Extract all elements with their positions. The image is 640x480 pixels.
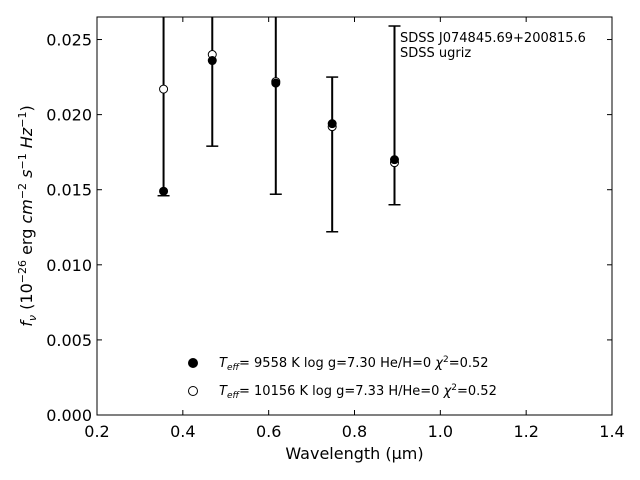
- y-axis: 0.000 0.005 0.010 0.015 0.020 0.025: [46, 31, 612, 425]
- y-tick-label: 0.015: [46, 181, 92, 200]
- y-tick-label: 0.025: [46, 31, 92, 50]
- photometry-annotation: SDSS ugriz: [400, 46, 471, 61]
- x-tick-label: 0.4: [170, 422, 195, 441]
- error-bars: [157, 17, 401, 233]
- y-axis-title: fν (10−26 erg cm−2 s−1 Hz−1): [16, 105, 39, 326]
- model-point-filled: [389, 155, 399, 165]
- x-axis: 0.2 0.4 0.6 0.8 1.0 1.2 1.4: [84, 17, 625, 441]
- legend-label-db-model: Teff= 10156 K log g=7.33 H/He=0 χ2=0.52: [219, 383, 497, 401]
- x-tick-label: 1.4: [599, 422, 624, 441]
- legend: Teff= 9558 K log g=7.30 He/H=0 χ2=0.52 T…: [188, 355, 497, 401]
- legend-marker-filled: [188, 358, 198, 368]
- x-axis-title: Wavelength (μm): [285, 444, 423, 463]
- model-point-filled: [327, 119, 337, 129]
- y-tick-label: 0.000: [46, 406, 92, 425]
- object-name-annotation: SDSS J074845.69+200815.6: [400, 31, 586, 46]
- data-points: [159, 50, 399, 196]
- x-tick-label: 0.8: [342, 422, 367, 441]
- x-tick-label: 0.2: [84, 422, 109, 441]
- y-tick-label: 0.020: [46, 106, 92, 125]
- y-tick-label: 0.005: [46, 331, 92, 350]
- x-tick-label: 1.0: [428, 422, 453, 441]
- model-point-filled: [271, 78, 281, 88]
- legend-marker-open: [188, 386, 198, 396]
- x-tick-label: 0.6: [256, 422, 281, 441]
- model-point-open: [159, 84, 169, 94]
- y-tick-label: 0.010: [46, 256, 92, 275]
- x-tick-label: 1.2: [513, 422, 538, 441]
- legend-label-da-model: Teff= 9558 K log g=7.30 He/H=0 χ2=0.52: [219, 355, 489, 373]
- model-point-filled: [207, 56, 217, 66]
- model-point-filled: [159, 186, 169, 196]
